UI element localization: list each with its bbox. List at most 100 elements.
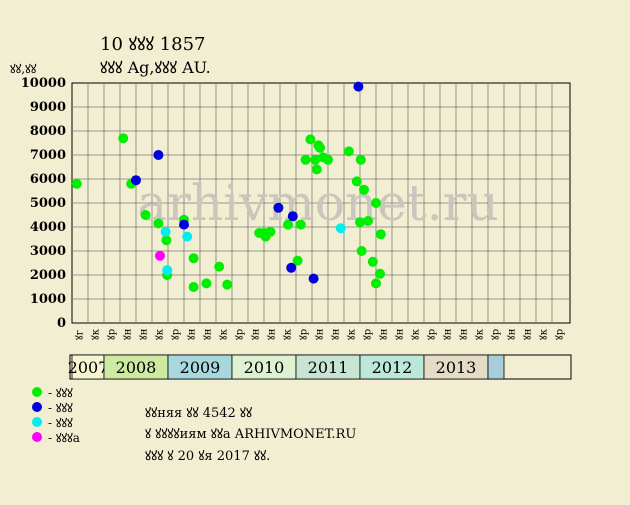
data-point [265, 226, 276, 237]
year-label: 2010 [244, 358, 285, 377]
data-point [182, 231, 193, 242]
x-slot-label: ꙋн [203, 328, 214, 340]
data-point [153, 150, 164, 160]
x-slot-label: ꙋн [459, 328, 470, 340]
legend-marker-icon [32, 387, 42, 397]
data-point [305, 134, 316, 145]
year-band [231, 354, 297, 380]
legend-label: - ꙋꙋꙋ [48, 400, 73, 415]
data-point [153, 218, 164, 229]
year-band [295, 354, 361, 380]
x-slot-label: ꙋк [475, 328, 486, 340]
legend-item: - ꙋꙋꙋ [32, 414, 73, 430]
y-axis: 0 1000 2000 3000 4000 5000 6000 7000 8000 9000 100… [21, 76, 66, 331]
data-point [179, 219, 189, 230]
year-label: 2012 [372, 358, 413, 377]
x-slot-label: ꙋн [507, 328, 518, 340]
y-tick-label: 5000 [30, 196, 66, 211]
x-slot-label: ꙋр [171, 329, 182, 340]
year-label: 2007 [68, 358, 109, 377]
x-slot-label: ꙋн [315, 328, 326, 340]
x-slot-label: ꙋн [395, 328, 406, 340]
data-point [214, 261, 225, 272]
legend-marker-icon [32, 402, 42, 412]
x-slot-label: ꙋн [123, 328, 134, 340]
data-point [375, 268, 385, 279]
x-slot-label: ꙋн [267, 328, 278, 340]
year-label: 2013 [436, 358, 477, 377]
data-point [222, 279, 233, 290]
x-slot-label: ꙋн [379, 328, 390, 340]
y-tick-label: 1000 [30, 292, 66, 307]
data-point [292, 255, 303, 266]
legend-label: - ꙋꙋꙋa [48, 430, 80, 445]
x-slot-label: ꙋн [331, 328, 342, 340]
chart-title: 10 ꙋꙋꙋ 1857 [100, 34, 205, 55]
x-slot-label: ꙋр [363, 329, 374, 340]
x-slot-label: ꙋн [443, 328, 454, 340]
y-tick-label: 0 [57, 316, 66, 331]
note-source: ꙋ ꙋꙋꙋꙋиям ꙋꙋa ARHIVMONET.RU [145, 427, 357, 442]
x-axis-slots: ꙋг ꙋк ꙋр ꙋн ꙋн ꙋк ꙋр ꙋн ꙋн ꙋк ꙋр ꙋн ꙋн ꙋк ꙋр ꙋн ꙋн ꙋк ꙋр ꙋн… [75, 328, 566, 340]
data-point [371, 198, 381, 208]
data-point [71, 178, 82, 189]
data-point [188, 282, 199, 292]
data-point [335, 223, 346, 234]
data-point [131, 175, 141, 186]
data-point [315, 142, 325, 153]
data-point [351, 176, 362, 187]
x-slot-label: ꙋк [155, 328, 166, 340]
year-label: 2009 [180, 358, 221, 377]
year-band [103, 354, 169, 380]
data-point [118, 133, 129, 144]
year-axis: 2007 2008 2009 2010 2011 2012 2013 [68, 354, 572, 380]
watermark: arhivmonet.ru [137, 174, 499, 232]
y-tick-label: 8000 [30, 124, 66, 139]
x-slot-label: ꙋк [539, 328, 550, 340]
data-point [367, 256, 378, 267]
data-point [371, 278, 381, 289]
data-point [201, 278, 212, 289]
data-point [300, 154, 311, 165]
data-point [140, 210, 151, 220]
x-slot-label: ꙋр [555, 329, 566, 340]
y-tick-label: 4000 [30, 220, 66, 235]
x-slot-label: ꙋр [427, 329, 438, 340]
data-point [162, 265, 173, 276]
data-point [286, 262, 297, 273]
x-slot-label: ꙋн [523, 328, 534, 340]
data-point [355, 154, 366, 165]
x-slot-label: ꙋк [219, 328, 230, 340]
data-point [355, 217, 365, 228]
data-point [359, 184, 369, 195]
x-slot-label: ꙋн [139, 328, 150, 340]
x-slot-label: ꙋк [283, 328, 294, 340]
x-slot-label: ꙋр [235, 329, 246, 340]
y-tick-label: 7000 [30, 148, 66, 163]
data-point [161, 235, 172, 246]
year-band [487, 354, 505, 380]
data-point [155, 250, 165, 261]
year-label: 2008 [116, 358, 157, 377]
x-slot-label: ꙋр [107, 329, 118, 340]
data-point [188, 253, 199, 264]
chart-subtitle: ꙋꙋꙋ Ag,ꙋꙋꙋ AU. [100, 58, 211, 77]
legend-marker-icon [32, 417, 42, 427]
data-point [375, 229, 386, 240]
data-point [353, 81, 364, 92]
x-slot-label: ꙋн [187, 328, 198, 340]
data-point [343, 146, 354, 157]
x-slot-label: ꙋг [75, 330, 86, 340]
y-unit-label: ꙋꙋ,ꙋꙋ [10, 62, 37, 76]
data-point [160, 226, 171, 237]
legend-item: - ꙋꙋꙋ [32, 399, 73, 415]
data-point [287, 211, 298, 222]
legend-item: - ꙋꙋꙋa [32, 429, 80, 445]
x-slot-label: ꙋк [91, 328, 102, 340]
note-date: ꙋꙋꙋ ꙋ 20 ꙋя 2017 ꙋꙋ. [145, 449, 271, 464]
data-points [71, 81, 386, 292]
data-point [363, 216, 373, 226]
data-point [295, 219, 306, 230]
